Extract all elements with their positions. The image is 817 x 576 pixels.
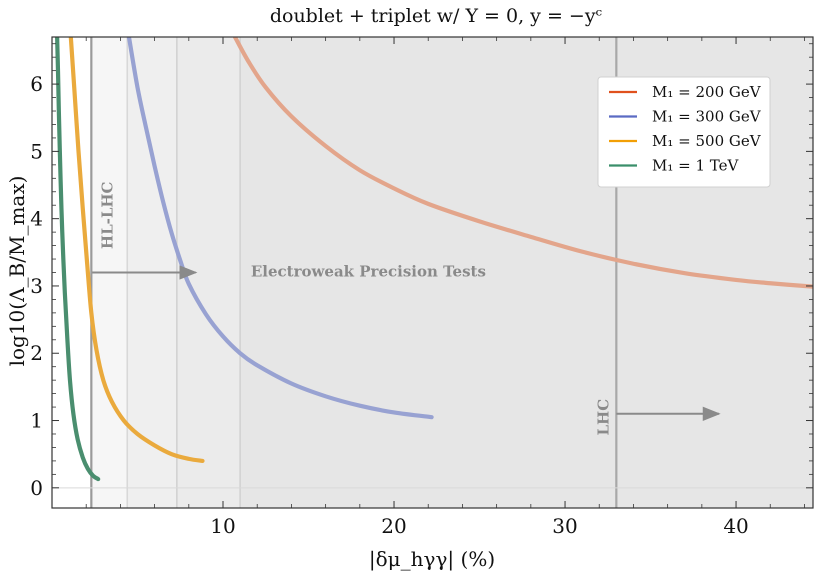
y-tick-label: 0 [30,476,43,500]
chart-title: doublet + triplet w/ Y = 0, y = −yᶜ [270,5,603,27]
legend-entry-0: M₁ = 200 GeV [652,83,762,101]
annotation-hl-lhc: HL-LHC [98,181,116,249]
series-line-0 [232,37,813,289]
annotation-lhc: LHC [594,399,612,436]
y-tick-label: 2 [30,341,43,365]
annotations: HL-LHC Electroweak Precision Tests LHC [92,181,721,436]
y-tick-label: 6 [30,72,43,96]
series-line-2 [68,37,205,463]
x-tick-label: 40 [723,514,748,538]
series-curves [55,37,813,482]
legend: M₁ = 200 GeV M₁ = 300 GeV M₁ = 500 GeV M₁ =… [597,76,771,188]
series-line-3 [55,37,101,482]
legend-entry-2: M₁ = 500 GeV [652,132,762,150]
x-axis-label: |δμ_hγγ| (%) [369,547,495,572]
y-axis-label: log10(Λ_B/M_max) [5,176,29,367]
legend-entry-3: M₁ = 1 TeV [652,157,740,175]
x-tick-label: 30 [552,514,577,538]
y-tick-label: 1 [30,409,43,433]
legend-entry-1: M₁ = 300 GeV [652,108,762,126]
legend-box [597,76,771,188]
y-tick-label: 4 [30,207,43,231]
y-tick-label: 3 [30,274,43,298]
x-tick-label: 10 [210,514,235,538]
x-tick-label: 20 [381,514,406,538]
y-tick-label: 5 [30,139,43,163]
annotation-ewpt: Electroweak Precision Tests [251,263,486,281]
axis-ticks: 10 20 30 40 0 1 2 3 4 5 6 [30,37,813,538]
series-line-1 [126,37,434,420]
